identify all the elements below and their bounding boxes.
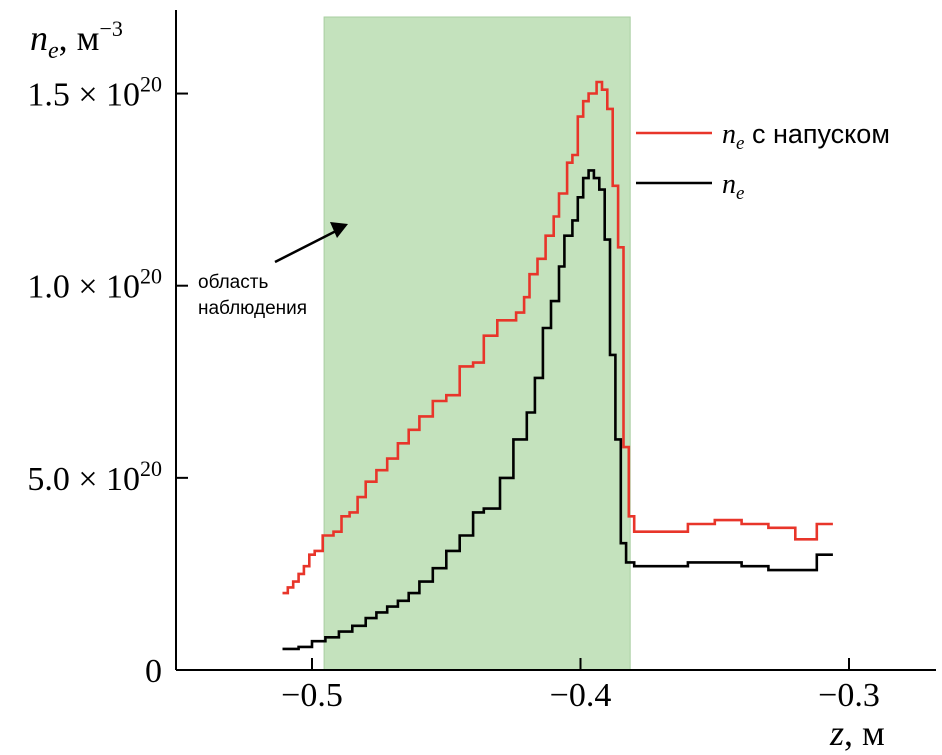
x-tick-label: −0.4 bbox=[550, 677, 612, 714]
series-line-with-injection bbox=[282, 80, 833, 595]
y-tick-label: 0 bbox=[145, 653, 162, 690]
y-tick-label: 1.0 × 1020 bbox=[27, 264, 162, 306]
region-annotation-line1: область bbox=[198, 272, 268, 293]
region-annotation-line2: наблюдения bbox=[198, 298, 307, 319]
legend-label-with-injection: ne с напуском bbox=[722, 119, 890, 154]
x-tick-label: −0.5 bbox=[281, 677, 343, 714]
chart-series bbox=[282, 80, 833, 651]
x-tick-label: −0.3 bbox=[818, 677, 880, 714]
region-annotation-arrow-head bbox=[330, 222, 348, 238]
series-line-ne bbox=[282, 169, 833, 651]
observation-region bbox=[323, 16, 631, 671]
chart-labels: −0.5 −0.4 −0.3 0 5.0 × 1020 1.0 × 1020 1.5 × 1… bbox=[27, 16, 890, 753]
y-tick-label: 5.0 × 1020 bbox=[27, 456, 162, 498]
chart-axes bbox=[175, 10, 936, 671]
x-axis-title: z, м bbox=[829, 713, 885, 753]
y-tick-label: 1.5 × 1020 bbox=[27, 72, 162, 114]
legend-label-ne: ne bbox=[722, 169, 744, 204]
region-annotation-arrow-line bbox=[274, 229, 337, 264]
y-axis-title: ne, м−3 bbox=[30, 16, 123, 64]
observation-region-band bbox=[323, 16, 631, 671]
